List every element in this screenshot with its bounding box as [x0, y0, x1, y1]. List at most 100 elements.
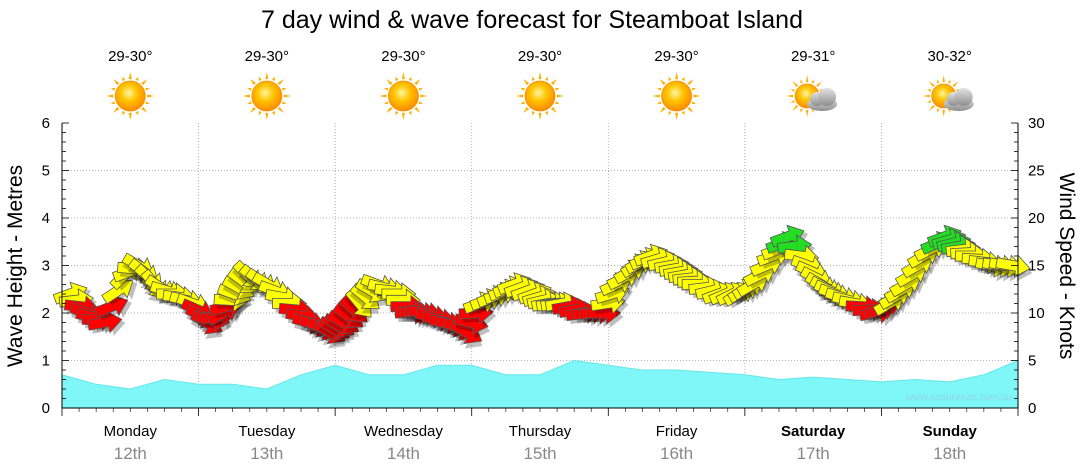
sun-ray: [418, 87, 423, 91]
sun-ray: [414, 106, 421, 113]
sun-ray: [687, 79, 694, 86]
sun-ray: [408, 76, 412, 81]
sun-ray: [681, 76, 685, 81]
sun-ray: [691, 101, 696, 105]
wind-arrow-shape: [87, 310, 123, 334]
cloud-shape: [943, 88, 974, 111]
day-weather: 29-30°: [106, 48, 155, 120]
sun-ray: [531, 76, 535, 81]
sun-ray: [113, 79, 120, 86]
sun-ray: [538, 72, 542, 80]
sun-ray: [927, 100, 932, 103]
sun-ray: [277, 79, 284, 86]
wind-arrow-interp: [93, 294, 132, 320]
cloud-part: [818, 88, 837, 106]
cloud-shape: [807, 88, 838, 111]
sun-ray: [384, 87, 389, 91]
sun-ray: [386, 79, 393, 86]
sun-ray: [135, 76, 139, 81]
sun-ray: [520, 87, 525, 91]
sun-ray: [816, 81, 822, 88]
date-label: 17th: [797, 444, 830, 463]
y-tick-label-left: 3: [42, 258, 50, 275]
y-tick-label-right: 20: [1028, 210, 1045, 227]
y-tick-label-right: 5: [1028, 353, 1036, 370]
sun-rays: [652, 72, 701, 120]
sun-ray: [942, 75, 945, 83]
sun-ray: [668, 76, 672, 81]
sun-ray: [408, 111, 412, 116]
sun-ray: [681, 111, 685, 116]
sun-ray: [657, 87, 662, 91]
sun-ray: [790, 89, 795, 92]
y-tick-label-left: 2: [42, 305, 50, 322]
sun-ray: [141, 106, 148, 113]
sun-ray: [418, 101, 423, 105]
cloud-part: [954, 88, 973, 106]
sun-ray: [545, 76, 549, 81]
partly-cloudy-icon: [786, 75, 838, 117]
sun-ray: [258, 111, 262, 116]
sun-icon: [106, 72, 155, 120]
day-weather: 29-30°: [379, 48, 428, 120]
sun-ray: [242, 94, 250, 98]
sun-ray: [122, 76, 126, 81]
sun-ray: [687, 106, 694, 113]
sun-ray: [805, 109, 809, 117]
sun-ray: [659, 106, 666, 113]
sun-ray: [384, 101, 389, 105]
sun-ray: [401, 72, 405, 80]
y-tick-label-left: 0: [42, 400, 50, 417]
sun-ray: [395, 76, 399, 81]
sun-ray: [395, 111, 399, 116]
temperature-range: 29-30°: [654, 48, 698, 65]
sun-ray: [545, 111, 549, 116]
sun-ray: [249, 106, 256, 113]
sun-ray: [420, 94, 428, 98]
sun-ray: [110, 87, 116, 91]
sun-rays: [242, 72, 291, 120]
sun-ray: [128, 112, 132, 120]
sun-ray: [947, 79, 951, 84]
wind-arrow-shape: [995, 254, 1031, 278]
sun-ray: [386, 106, 393, 113]
sun-ray: [145, 101, 150, 105]
sun-ray: [668, 111, 672, 116]
y-tick-label-right: 30: [1028, 115, 1045, 132]
y-tick-label-left: 4: [42, 210, 50, 227]
sun-disc: [661, 80, 692, 112]
sun-ray: [675, 72, 679, 80]
sun-ray: [265, 112, 269, 120]
sun-icon: [652, 72, 701, 120]
date-label: 15th: [523, 444, 556, 463]
day-weather: 30-32°: [922, 48, 974, 117]
sun-ray: [805, 75, 809, 83]
sun-ray: [675, 112, 679, 120]
sun-ray: [786, 94, 794, 98]
sun-icon: [242, 72, 291, 120]
date-label: 12th: [114, 444, 147, 463]
sun-ray: [147, 94, 155, 98]
temperature-range: 29-30°: [518, 48, 562, 65]
sun-ray: [936, 79, 940, 84]
day-label: Saturday: [781, 423, 846, 440]
sun-ray: [122, 111, 126, 116]
date-label: 13th: [250, 444, 283, 463]
date-label: 16th: [660, 444, 693, 463]
sun-ray: [927, 89, 932, 92]
y-axis-right-label: Wind Speed - Knots: [1055, 173, 1078, 360]
daily-weather-header: 29-30° 29-30° 29-30° 29-30° 29-30° 29-31° 30-3…: [106, 48, 974, 120]
sun-ray: [693, 94, 701, 98]
sun-ray: [555, 87, 560, 91]
sun-ray: [531, 111, 535, 116]
sun-ray: [800, 108, 803, 113]
sun-ray: [790, 100, 795, 103]
y-tick-label-right: 10: [1028, 305, 1045, 322]
sun-ray: [550, 79, 557, 86]
sun-ray: [922, 94, 930, 98]
sun-ray: [800, 79, 803, 84]
wind-arrow: [87, 310, 126, 337]
day-weather: 29-30°: [242, 48, 291, 120]
plot-area: www.seabreeze.com.au: [52, 122, 1033, 416]
